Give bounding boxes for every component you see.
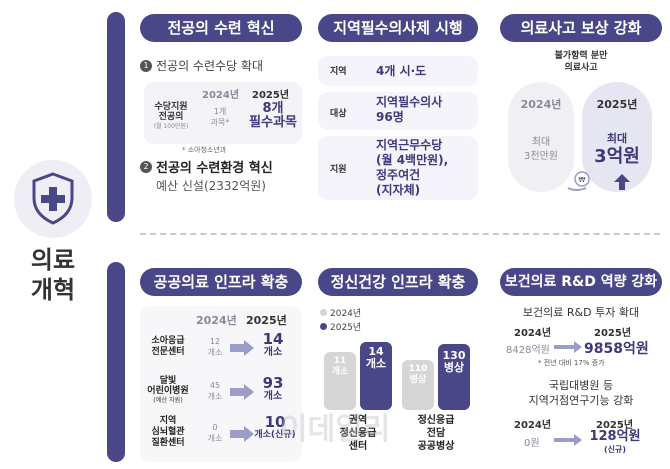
section-title-mental-health: 정신건강 인프라 확충 (318, 268, 478, 296)
mental-bar-1-2024-label: 11 개소 (331, 356, 349, 377)
rnd-value-2025: 9858억원 (584, 341, 649, 357)
stipend-note: * 소아청소년과 (182, 146, 227, 154)
item1-number-badge: 1 (140, 60, 152, 72)
regional-row-2-label: 대상 (330, 109, 347, 119)
public-row-1: 소아응급 전문센터 12 개소 14 개소 (140, 330, 302, 370)
item1-title: 전공의 수련수당 확대 (156, 59, 263, 73)
section-title-rnd: 보건의료 R&D 역량 강화 (500, 268, 662, 296)
rnd2-arrow-icon (574, 434, 582, 446)
legend-2024-dot (320, 309, 327, 316)
accident-caption: 불가항력 분만 의료사고 (554, 51, 608, 73)
stipend-row-label: 수당지원 전공의 (월 100만원) (153, 102, 189, 130)
public-year-2024: 2024년 (196, 314, 237, 327)
divider (140, 233, 660, 235)
mental-bar-2-2025-label: 130 병상 (442, 349, 466, 374)
regional-row-1-label: 지역 (330, 67, 347, 77)
accident-2025-card (582, 82, 652, 192)
public-row-2025: 14 개소 (262, 330, 284, 359)
accident-2024-card (508, 82, 574, 192)
public-row-3: 지역 심뇌혈관 질환센터 0 개소 10 개소(신규) (140, 413, 302, 460)
public-year-2025: 2025년 (246, 314, 287, 327)
public-row-arrow-icon (244, 384, 254, 400)
shield-cross-icon (32, 172, 74, 225)
section-title-resident-training: 전공의 수련 혁신 (140, 14, 302, 42)
accident-year-2024: 2024년 (520, 98, 562, 111)
section-title-public-infra: 공공의료 인프라 확충 (140, 268, 302, 296)
regional-row-3 (318, 136, 478, 200)
stipend-year-2025: 2025년 (252, 90, 290, 101)
mental-bar-2-2025 (438, 344, 470, 410)
mental-bar-2-2024 (402, 360, 434, 410)
public-row-label: 지역 심뇌혈관 질환센터 (151, 416, 185, 448)
public-row-arrow-icon (244, 340, 254, 356)
public-row-2: 달빛 어린이병원 (예산 지원) 45 개소 93 개소 (140, 374, 302, 414)
regional-row-1-value: 4개 시·도 (376, 64, 427, 78)
legend-2024: 2024년 (320, 306, 361, 319)
public-row-2024: 12 개소 (207, 337, 223, 357)
left-accent-bar-top (107, 12, 125, 222)
public-infra-panel (140, 306, 302, 462)
legend-2025-dot (320, 323, 327, 330)
public-row-2025: 10 개소(신규) (254, 413, 296, 441)
coin-hand-icon: ₩ (566, 170, 594, 192)
rnd2-value-2024: 0원 (524, 438, 540, 449)
up-arrow-icon (612, 172, 632, 196)
public-row-arrow-bar (230, 388, 244, 396)
public-row-2024: 0 개소 (207, 423, 223, 443)
mental-bar-2-2024-label: 110 병상 (408, 364, 428, 385)
rnd-arrow-bar (554, 345, 574, 349)
svg-text:₩: ₩ (579, 176, 586, 184)
stipend-panel (144, 82, 302, 144)
accident-year-2025: 2025년 (596, 98, 638, 111)
rnd-subtitle-1: 보건의료 R&D 투자 확대 (522, 306, 640, 319)
item2-number-badge: 2 (140, 161, 152, 173)
stipend-2024-value: 1개 과목* (210, 107, 230, 127)
rnd-arrow-icon (574, 341, 582, 353)
rnd-year-2024: 2024년 (514, 328, 552, 339)
public-row-arrow-icon (244, 426, 254, 442)
mental-bar-1-2025-label: 14 개소 (365, 345, 387, 370)
public-row-arrow-bar (230, 344, 244, 352)
stipend-2025-value: 8개 필수과목 (249, 101, 297, 130)
item2-title: 전공의 수련환경 혁신 (156, 161, 273, 176)
rnd-year-2025: 2025년 (594, 328, 632, 339)
regional-row-1 (318, 56, 478, 86)
watermark: 이데일리 (280, 412, 391, 447)
rnd2-year-2024: 2024년 (514, 420, 552, 431)
mental-bar-1-2025 (360, 342, 392, 410)
mental-bar-1-2024 (324, 352, 356, 410)
rnd-subtitle-2: 국립대병원 등 지역거점연구기능 강화 (528, 379, 634, 407)
shield-emblem (14, 160, 92, 238)
regional-row-2-value: 지역필수의사 96명 (376, 95, 443, 124)
section-title-regional-doctor: 지역필수의사제 시행 (318, 14, 478, 42)
regional-row-3-value: 지역근무수당 (월 4백만원), 정주여건 (지자체) (376, 138, 449, 197)
legend-2025: 2025년 (320, 320, 361, 333)
accident-2024-value: 최대 3천만원 (524, 137, 558, 162)
regional-row-2 (318, 92, 478, 130)
accident-2025-value: 최대 3억원 (594, 132, 640, 167)
rnd-note: * 전년 대비 17% 증가 (538, 359, 605, 367)
public-row-2024: 45 개소 (207, 381, 223, 401)
rnd2-arrow-bar (554, 438, 574, 442)
left-accent-bar-bottom (107, 262, 125, 462)
mental-group-2-label: 정신응급 전담 공공병상 (417, 415, 455, 452)
rnd2-year-2025: 2025년 (596, 420, 634, 431)
public-row-arrow-bar (230, 430, 244, 438)
rnd2-value-2025: 128억원 (신규) (589, 429, 641, 454)
section-title-medical-accident: 의료사고 보상 강화 (500, 14, 662, 42)
rnd-value-2024: 8428억원 (506, 345, 550, 356)
regional-row-3-label: 지원 (330, 165, 347, 175)
public-row-2025: 93 개소 (262, 374, 284, 403)
public-row-label: 소아응급 전문센터 (151, 336, 185, 357)
side-title: 의료 개혁 (30, 246, 76, 304)
mental-group-1-label: 권역 정신응급 센터 (339, 415, 377, 452)
stipend-year-2024: 2024년 (202, 90, 240, 101)
public-row-label: 달빛 어린이병원 (예산 지원) (147, 376, 189, 404)
item2-subtitle: 예산 신설(2332억원) (156, 179, 266, 193)
